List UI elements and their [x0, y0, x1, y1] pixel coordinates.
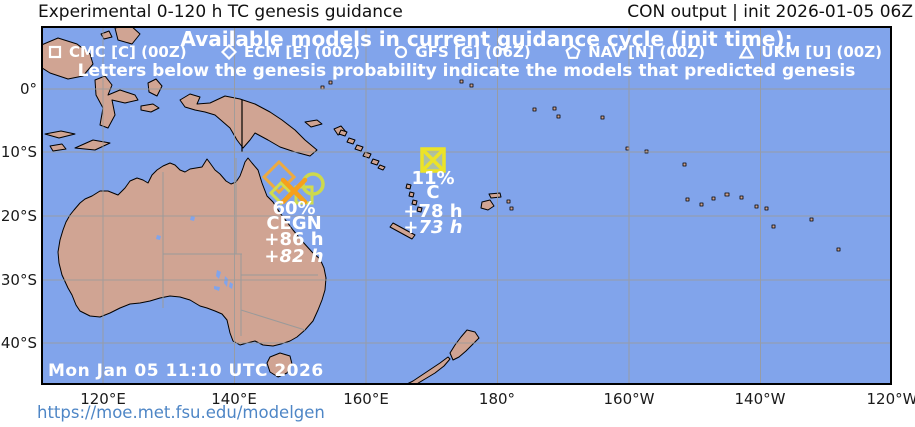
- new-guinea-landmass: [179, 93, 318, 157]
- mindanao-landmass: [114, 26, 141, 45]
- lat-tick-label: 40°S: [0, 334, 37, 352]
- circle-icon: [395, 45, 408, 59]
- genesis-lead-time: +86 h: [264, 229, 324, 250]
- modelgen-link[interactable]: https://moe.met.fsu.edu/modelgen: [37, 403, 325, 422]
- genesis-lead-time-alt: +82 h: [264, 246, 324, 267]
- lon-tick-label: 140°E: [211, 390, 257, 408]
- lat-tick-label: 20°S: [0, 207, 37, 225]
- borneo-landmass: [41, 37, 94, 80]
- genesis-probability: 11%: [411, 168, 455, 189]
- legend-label: ECM [E] (00Z): [243, 43, 361, 61]
- nz-north-island: [449, 329, 480, 361]
- model-legend: CMC [C] (00Z) ECM [E] (00Z) GFS [G] (06Z…: [48, 43, 882, 61]
- map-canvas: [41, 26, 892, 385]
- graticule: [41, 26, 892, 385]
- timor-landmass: [74, 139, 111, 151]
- legend-item-nav: NAV [N] (00Z): [565, 43, 705, 61]
- pentagon-icon: [565, 44, 581, 59]
- genesis-models: CEGN: [266, 213, 322, 234]
- lat-tick-label: 10°S: [0, 143, 37, 161]
- legend-label: NAV [N] (00Z): [588, 43, 706, 61]
- legend-item-ukm: UKM [U] (00Z): [739, 43, 882, 61]
- genesis-lead-time: +78 h: [403, 201, 463, 222]
- new-caledonia-landmass: [389, 222, 416, 240]
- legend-item-ecm: ECM [E] (00Z): [220, 43, 361, 61]
- legend-label: UKM [U] (00Z): [761, 43, 882, 61]
- tasmania-landmass: [266, 352, 293, 378]
- lat-tick-label: 30°S: [0, 271, 37, 289]
- lat-tick-label: 0°: [19, 80, 37, 98]
- lon-tick-label: 180°: [478, 390, 516, 408]
- legend-label: CMC [C] (00Z): [69, 43, 187, 61]
- map-header-note: Letters below the genesis probability in…: [77, 61, 856, 81]
- fiji-landmass: [480, 199, 495, 211]
- genesis-models: C: [426, 182, 440, 203]
- map-timestamp: Mon Jan 05 11:10 UTC 2026: [48, 361, 324, 381]
- title-bar: Experimental 0-120 h TC genesis guidance…: [0, 0, 915, 26]
- genesis-marker-cluster-60pct[interactable]: [261, 159, 325, 206]
- lon-tick-label: 140°W: [734, 390, 786, 408]
- genesis-lead-time-alt: +73 h: [403, 217, 463, 238]
- legend-item-gfs: GFS [G] (06Z): [394, 43, 531, 61]
- map-border: [41, 26, 892, 385]
- lon-tick-label: 160°E: [343, 390, 389, 408]
- pacific-basin-map[interactable]: [41, 26, 892, 385]
- init-info: CON output | init 2026-01-05 06Z: [627, 2, 913, 22]
- map-header-title: Available models in current guidance cyc…: [180, 27, 793, 51]
- political-borders: [162, 100, 318, 336]
- orange-x-icon: [280, 177, 308, 205]
- lon-tick-label: 120°E: [80, 390, 126, 408]
- legend-item-cmc: CMC [C] (00Z): [48, 43, 187, 61]
- legend-label: GFS [G] (06Z): [415, 43, 531, 61]
- page-title: Experimental 0-120 h TC genesis guidance: [38, 2, 403, 22]
- genesis-probability: 60%: [272, 198, 316, 219]
- lakes: [156, 216, 233, 291]
- square-icon: [48, 45, 62, 59]
- genesis-marker-11pct[interactable]: [420, 147, 446, 173]
- triangle-icon: [739, 45, 755, 59]
- orange-diamond-icon: [261, 159, 297, 195]
- lon-tick-label: 120°W: [866, 390, 915, 408]
- australia-landmass: [57, 157, 327, 347]
- diamond-icon: [220, 44, 237, 60]
- lon-tick-label: 160°W: [603, 390, 655, 408]
- landmasses: [41, 26, 841, 385]
